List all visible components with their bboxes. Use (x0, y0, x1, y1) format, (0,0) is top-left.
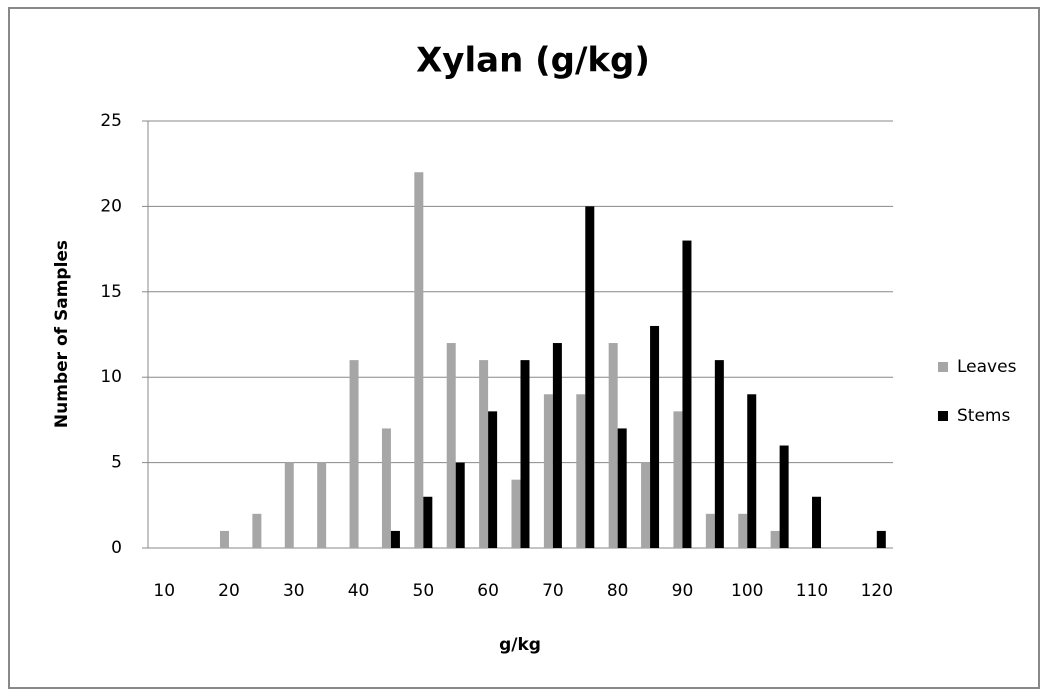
bar (770, 530, 780, 548)
bar (641, 462, 651, 548)
bar (576, 394, 586, 548)
bar (317, 462, 327, 548)
x-tick-label: 90 (672, 581, 694, 601)
legend-swatch (938, 411, 948, 421)
x-tick-label: 80 (607, 581, 629, 601)
bar (552, 343, 562, 548)
bar (705, 513, 715, 548)
x-axis-label: g/kg (499, 635, 541, 655)
bar (520, 360, 530, 548)
bar (219, 530, 229, 548)
bar (488, 411, 498, 548)
bar (714, 360, 724, 548)
bar (738, 513, 748, 548)
y-tick-label: 15 (100, 282, 122, 302)
x-tick-label: 100 (731, 581, 763, 601)
bar (284, 462, 294, 548)
x-tick-label: 60 (477, 581, 499, 601)
y-tick-label: 5 (111, 453, 122, 473)
bar (673, 411, 683, 548)
bar (812, 496, 822, 548)
bar (585, 206, 595, 548)
x-tick-label: 10 (153, 581, 175, 601)
legend-swatch (938, 362, 948, 372)
bar (617, 428, 627, 548)
chart-title: Xylan (g/kg) (416, 41, 650, 81)
bar (650, 325, 660, 548)
y-tick-label: 20 (100, 196, 122, 216)
y-tick-label: 10 (100, 367, 122, 387)
x-tick-label: 50 (413, 581, 435, 601)
bar (252, 513, 262, 548)
legend-label: Stems (957, 406, 1010, 426)
x-tick-label: 20 (218, 581, 240, 601)
bar (390, 530, 400, 548)
x-tick-label: 30 (283, 581, 305, 601)
bar (682, 240, 692, 548)
y-tick-label: 25 (100, 111, 122, 131)
bar (479, 360, 489, 548)
bar (381, 428, 391, 548)
bar (414, 172, 424, 549)
bar (779, 445, 789, 548)
bar (455, 462, 465, 548)
bar (511, 479, 521, 548)
bar (543, 394, 553, 548)
x-tick-label: 120 (861, 581, 893, 601)
y-tick-label: 0 (111, 538, 122, 558)
bar (446, 343, 456, 548)
bar (747, 394, 757, 548)
bar (423, 496, 433, 548)
x-tick-label: 40 (348, 581, 370, 601)
bar (349, 360, 359, 548)
bar (608, 343, 618, 548)
y-axis-label: Number of Samples (52, 240, 72, 428)
legend-label: Leaves (957, 357, 1017, 377)
bar (876, 530, 886, 548)
x-tick-label: 70 (542, 581, 564, 601)
x-tick-label: 110 (796, 581, 828, 601)
